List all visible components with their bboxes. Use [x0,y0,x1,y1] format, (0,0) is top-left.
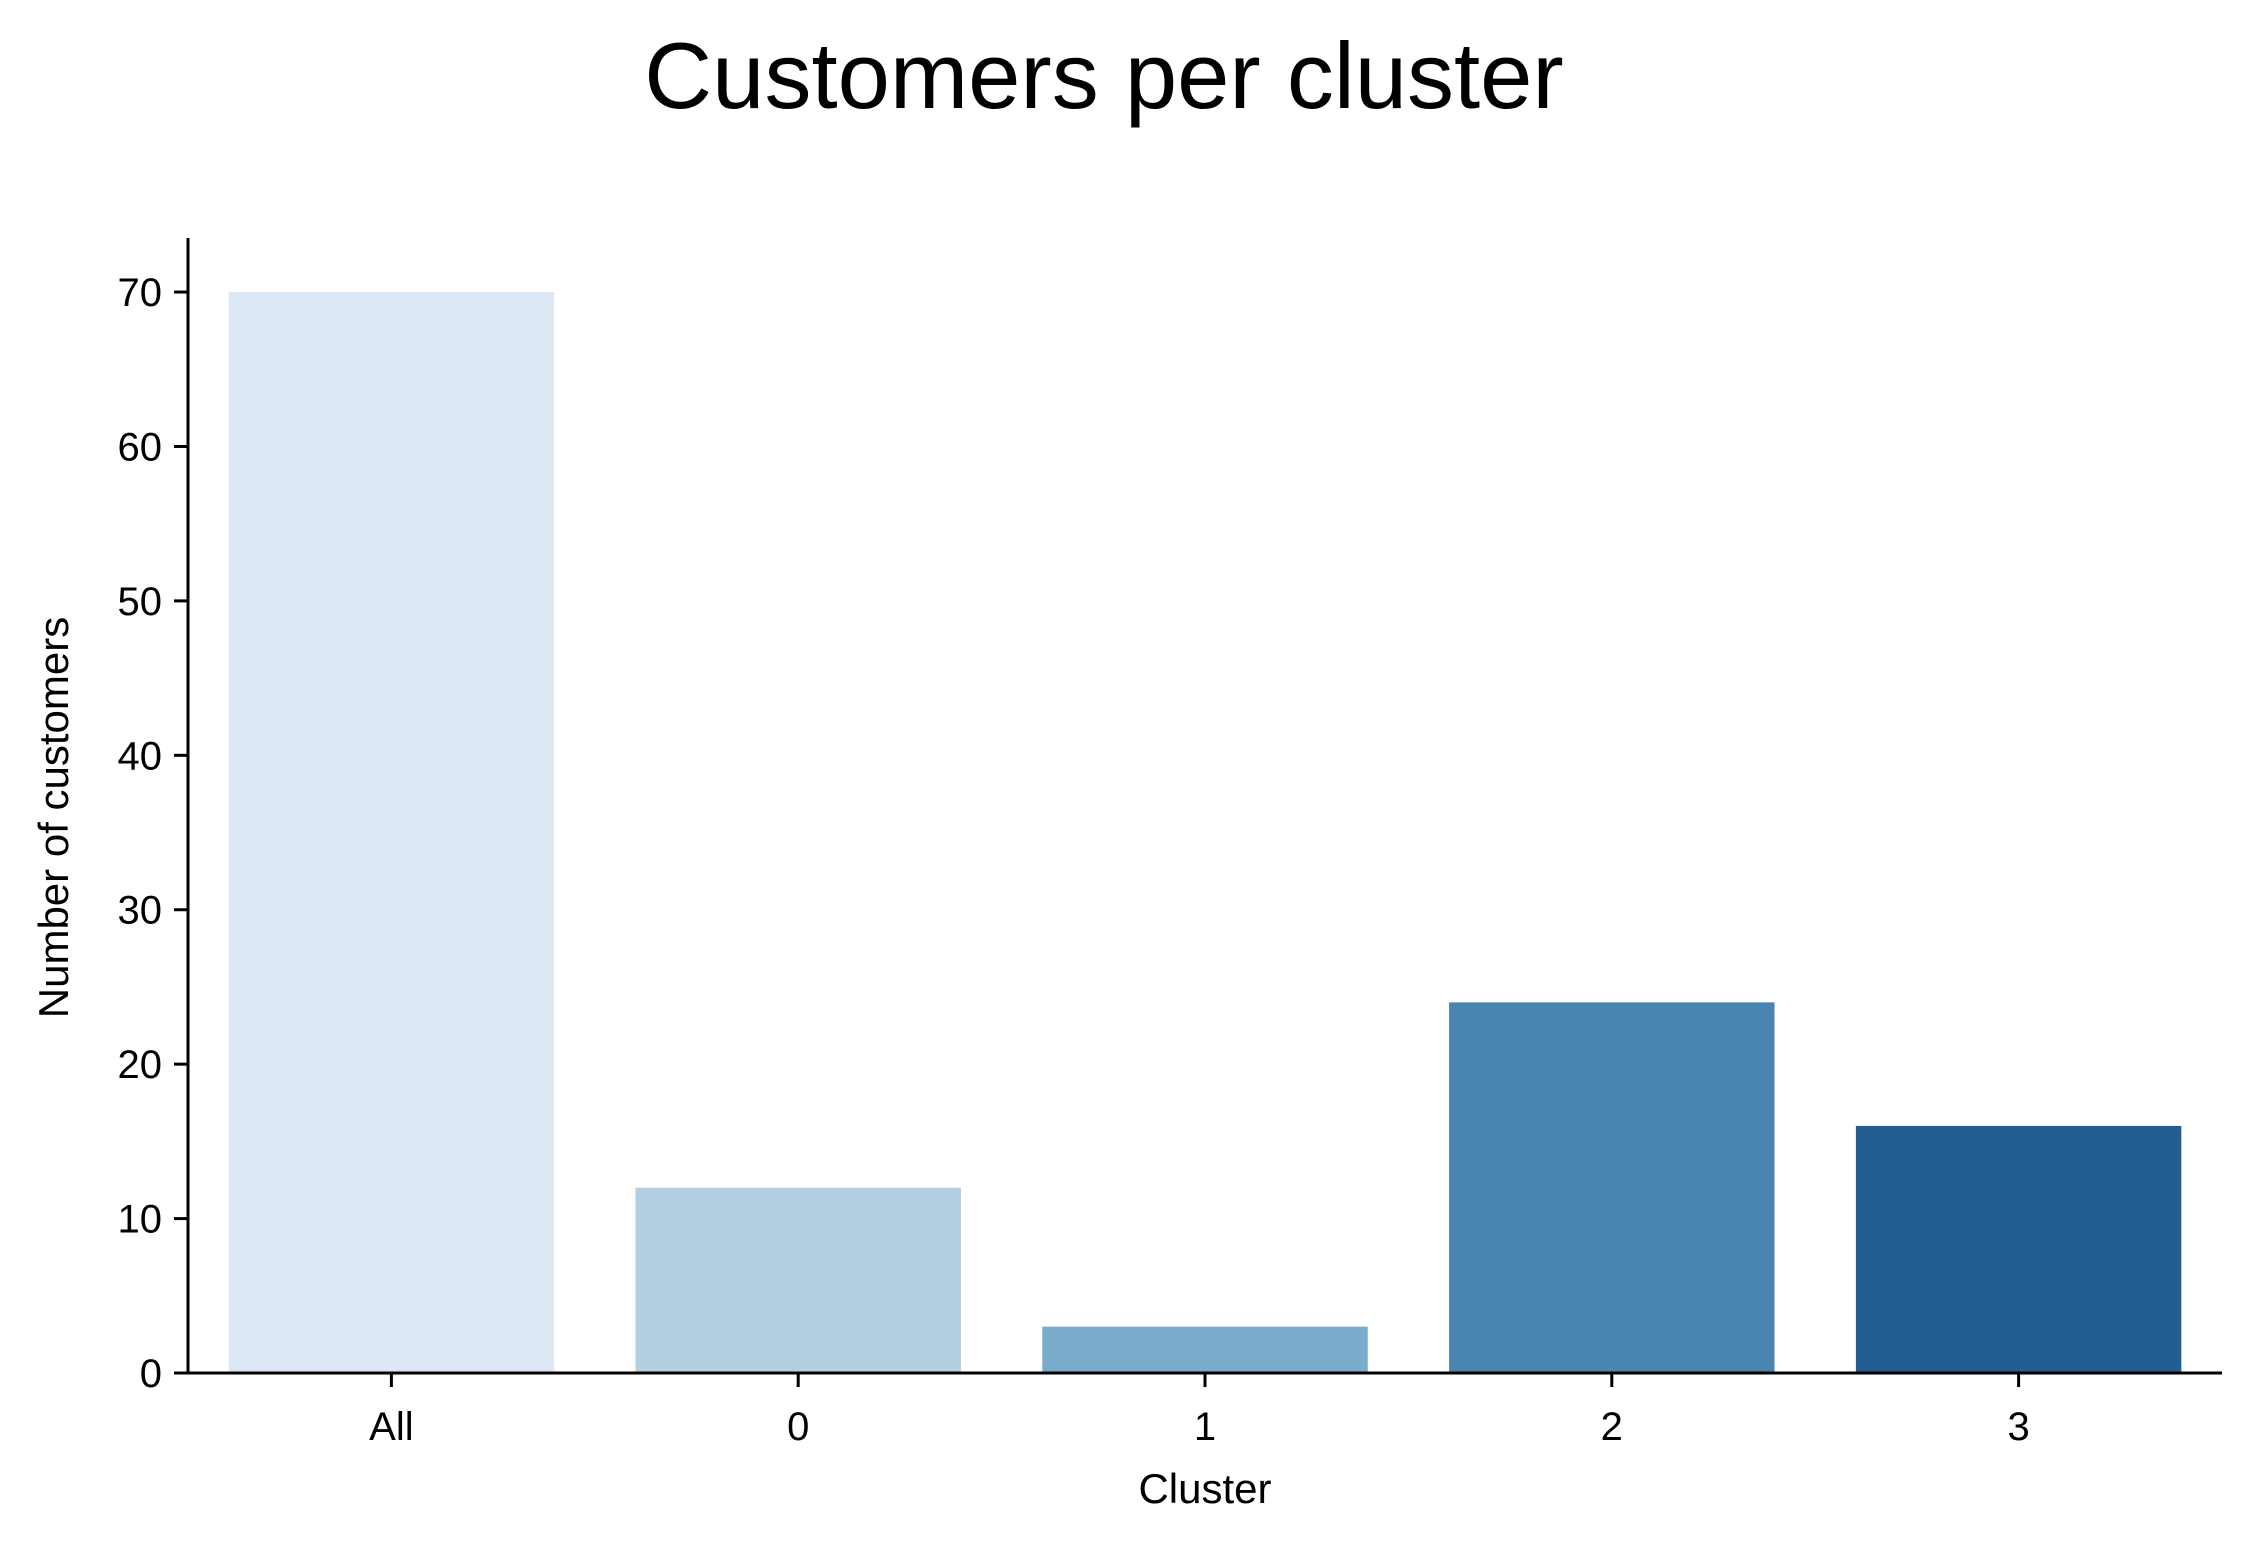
y-axis-label: Number of customers [30,617,77,1018]
y-axis: 0 10 20 30 40 50 60 70 [118,238,190,1396]
y-tick-label: 10 [118,1198,163,1242]
bar-3 [1855,1125,2182,1373]
y-tick-label: 60 [118,425,163,469]
y-tick-label: 30 [118,889,163,933]
y-tick-label: 40 [118,734,163,778]
bar-1 [1042,1326,1368,1373]
y-tick-label: 50 [118,580,163,624]
x-tick-label: All [369,1405,413,1449]
x-axis-label: Cluster [1138,1465,1271,1512]
y-ticks: 0 10 20 30 40 50 60 70 [118,271,188,1396]
x-tick-label: 0 [787,1405,809,1449]
x-tick-label: 1 [1194,1405,1216,1449]
x-ticks: All 0 1 2 3 [369,1373,2030,1449]
bars-layer [228,292,2182,1373]
y-tick-label: 20 [118,1043,163,1087]
bar-0 [635,1187,961,1373]
chart-title: Customers per cluster [644,23,1564,128]
x-tick-label: 2 [1601,1405,1623,1449]
bar-all [228,292,555,1373]
x-tick-label: 3 [2007,1405,2029,1449]
y-tick-label: 0 [140,1352,162,1396]
bar-2 [1449,1002,1775,1373]
x-axis: All 0 1 2 3 [186,1371,2222,1449]
y-tick-label: 70 [118,271,163,315]
